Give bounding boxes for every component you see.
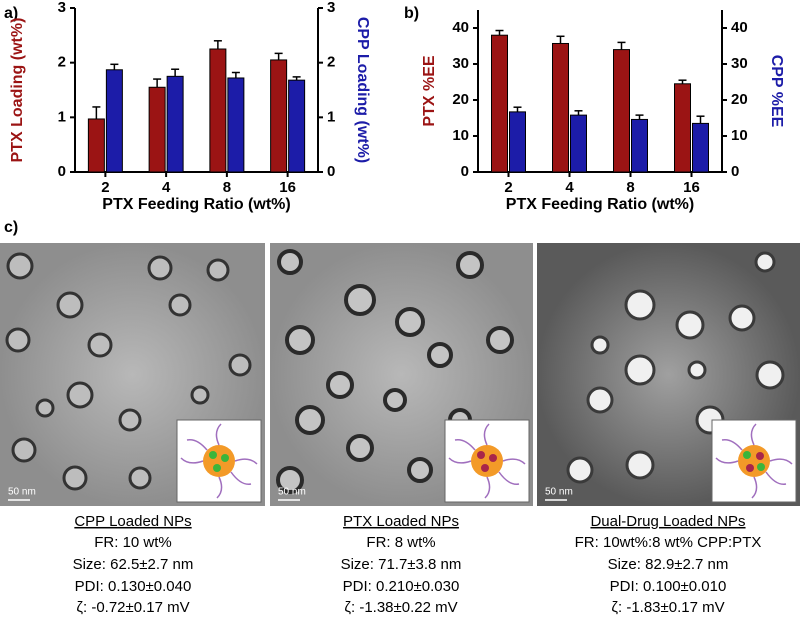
x-axis-title: PTX Feeding Ratio (wt%) [506,196,694,213]
bar [227,77,245,173]
bar [209,48,227,173]
caption-line: PDI: 0.210±0.030 [343,578,460,595]
x-tick-label: 8 [626,179,634,196]
y-tick-label: 0 [461,163,469,180]
y-axis-title: PTX %EE [421,55,438,126]
scale-label: 50 nm [545,487,573,498]
y-tick-label: 20 [452,91,469,108]
y-tick-label: 1 [58,108,66,125]
bar [631,118,648,173]
y2-axis-title: CPP Loading (wt%) [354,17,371,163]
bar [148,86,166,173]
y2-tick-label: 40 [731,19,748,36]
x-tick-label: 2 [504,179,512,196]
x-tick-label: 4 [162,179,171,196]
scale-label: 50 nm [278,487,306,498]
y2-tick-label: 0 [731,163,739,180]
y-tick-label: 30 [452,55,469,72]
bar [105,69,123,173]
y2-axis-title: CPP %EE [768,55,785,128]
caption-title: CPP Loaded NPs [74,513,191,530]
x-tick-label: 4 [565,179,574,196]
bar [166,75,184,173]
panel-label: b) [404,5,419,22]
y-tick-label: 0 [58,163,66,180]
y2-tick-label: 20 [731,91,748,108]
caption-line: ζ: -1.83±0.17 mV [611,599,724,616]
x-tick-label: 16 [279,179,296,196]
y2-tick-label: 2 [327,54,335,71]
bar [509,111,526,173]
caption-title: PTX Loaded NPs [343,513,459,530]
insets [176,419,797,503]
bar [87,118,105,173]
x-tick-label: 8 [223,179,231,196]
y2-tick-label: 1 [327,108,335,125]
caption-line: FR: 10wt%:8 wt% CPP:PTX [575,534,762,551]
bar [692,122,709,173]
scale-label: 50 nm [8,487,36,498]
y2-tick-label: 0 [327,163,335,180]
bar [674,83,691,173]
y-tick-label: 2 [58,54,66,71]
tem-images [0,243,800,506]
caption-line: PDI: 0.130±0.040 [75,578,192,595]
y2-tick-label: 3 [327,0,335,16]
bar [570,114,587,173]
x-tick-label: 16 [683,179,700,196]
y-axis-title: PTX Loading (wt%) [9,18,26,163]
caption-line: ζ: -0.72±0.17 mV [76,599,189,616]
bar [270,59,288,173]
y-tick-label: 40 [452,19,469,36]
caption-title: Dual-Drug Loaded NPs [590,513,745,530]
bar [491,34,508,173]
panel-label: a) [4,5,18,22]
y2-tick-label: 10 [731,127,748,144]
caption-line: Size: 62.5±2.7 nm [73,556,194,573]
particles [5,252,252,491]
caption-line: FR: 10 wt% [94,534,172,551]
panel-label: c) [4,219,18,236]
bar [288,79,306,173]
caption-line: Size: 82.9±2.7 nm [608,556,729,573]
bar [552,42,569,173]
x-axis-title: PTX Feeding Ratio (wt%) [102,196,290,213]
caption-line: ζ: -1.38±0.22 mV [344,599,457,616]
y-tick-label: 10 [452,127,469,144]
x-tick-label: 2 [101,179,109,196]
caption-line: FR: 8 wt% [366,534,435,551]
bar [613,49,630,173]
caption-line: Size: 71.7±3.8 nm [341,556,462,573]
y-tick-label: 3 [58,0,66,16]
caption-line: PDI: 0.100±0.010 [610,578,727,595]
particles [566,251,785,484]
y2-tick-label: 30 [731,55,748,72]
